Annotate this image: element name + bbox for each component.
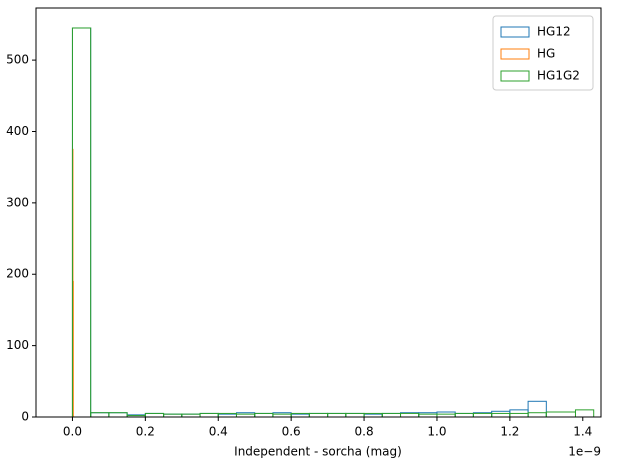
y-tick-label: 300 [6, 195, 29, 209]
hist-bin [308, 412, 329, 418]
y-tick-label: 500 [6, 53, 29, 67]
hist-bin [254, 412, 274, 418]
hist-bin [272, 412, 292, 418]
hist-bin [454, 412, 474, 418]
legend-label: HG [537, 47, 555, 61]
hist-bin [527, 400, 547, 418]
hist-bin [400, 412, 420, 418]
hist-bin [345, 412, 365, 418]
x-tick-label: 0.8 [355, 425, 374, 439]
hist-bin [108, 412, 128, 418]
hist-bin [472, 412, 493, 418]
hist-bin [418, 412, 438, 418]
y-tick-label: 200 [6, 267, 29, 281]
hist-bin [144, 412, 165, 418]
hist-bin [327, 412, 347, 418]
hist-bin [71, 27, 92, 418]
hist-bin [199, 412, 219, 418]
hist-bin [545, 411, 576, 418]
hist-bin [254, 412, 274, 418]
hist-bin [308, 412, 329, 418]
hist-bin [509, 412, 529, 418]
hist-bin [491, 410, 511, 418]
hist-bin [108, 412, 128, 418]
legend-swatch [500, 26, 530, 38]
hist-bin [381, 412, 402, 418]
hist-bin [491, 412, 511, 418]
hist-bin [235, 412, 256, 418]
hist-bin [574, 409, 595, 418]
hist-bin [90, 412, 110, 418]
x-tick-label: 0.6 [282, 425, 301, 439]
legend-label: HG1G2 [537, 69, 580, 83]
x-tick-label: 0.0 [63, 425, 82, 439]
hist-bin [199, 412, 219, 418]
x-tick-label: 1.4 [573, 425, 592, 439]
hist-bin [527, 412, 547, 418]
hist-bin [144, 412, 165, 418]
x-tick-label: 0.4 [209, 425, 228, 439]
hist-bin [71, 27, 92, 418]
hist-bin [90, 412, 110, 418]
legend-swatch [500, 70, 530, 82]
x-axis-label: Independent - sorcha (mag) [234, 445, 402, 459]
hist-bin [454, 412, 474, 418]
hist-bin [381, 412, 402, 418]
hist-bin [327, 412, 347, 418]
hist-bin [345, 412, 365, 418]
plot-frame [35, 7, 602, 418]
x-tick-label: 1.2 [500, 425, 519, 439]
legend-label: HG12 [537, 25, 571, 39]
y-tick-label: 0 [21, 410, 29, 424]
y-tick-label: 400 [6, 124, 29, 138]
x-tick-label: 0.2 [136, 425, 155, 439]
y-tick-label: 100 [6, 338, 29, 352]
x-tick-label: 1.0 [427, 425, 446, 439]
x-offset-label: 1e−9 [568, 445, 601, 459]
legend-swatch [500, 48, 530, 60]
